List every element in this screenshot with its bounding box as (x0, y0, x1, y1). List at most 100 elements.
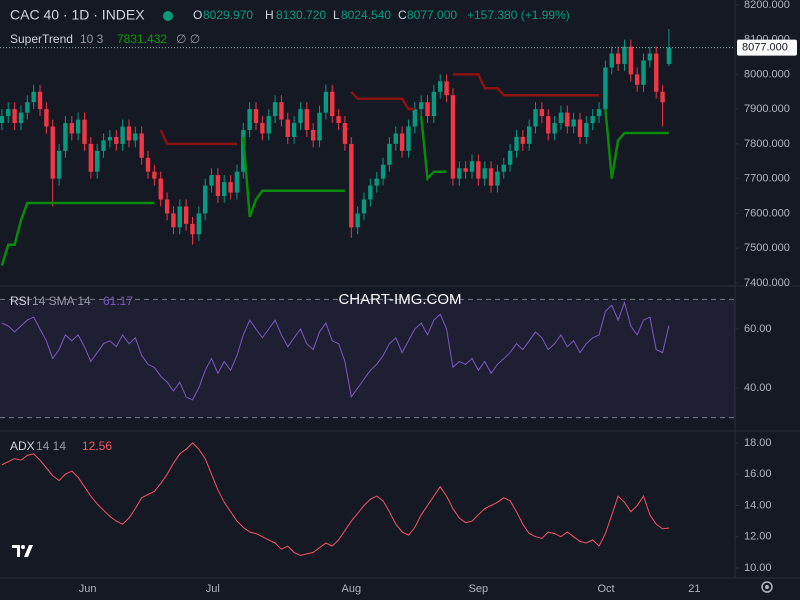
candle-body (546, 116, 551, 134)
candle-body (133, 133, 138, 141)
candle-body (202, 185, 208, 214)
candle-body (438, 81, 443, 92)
x-tick-label: 21 (688, 583, 700, 595)
y-tick-label: 8200.000 (744, 0, 790, 11)
adx-params: 14 14 (36, 439, 66, 453)
candle-body (330, 91, 335, 117)
candle-body (571, 119, 576, 127)
candle-body (6, 109, 11, 117)
x-tick-label: Oct (597, 583, 614, 595)
candle-body (450, 95, 456, 179)
adx-name: ADX (10, 439, 35, 453)
candle-body (94, 150, 100, 172)
candle-body (75, 119, 81, 134)
last-price-label: 8077.000 (742, 42, 788, 54)
rsi-name: RSI (10, 294, 30, 308)
status-dot (163, 11, 173, 21)
y-tick-label: 10.00 (744, 562, 772, 574)
x-tick-label: Jun (79, 583, 97, 595)
legend-value: 8029.970 (203, 8, 253, 22)
y-tick-label: 12.00 (744, 531, 772, 543)
candle-body (298, 109, 303, 124)
watermark: CHART-IMG.COM (338, 291, 461, 308)
candle-body (56, 150, 62, 179)
candle-body (444, 81, 449, 96)
candle-body (25, 102, 30, 113)
candle-body (355, 213, 360, 228)
candle-body (514, 136, 519, 151)
candle-body (495, 171, 500, 186)
candle-body (336, 116, 341, 124)
supertrend-down (159, 73, 600, 146)
rsi-value: 61.17 (103, 294, 133, 308)
indicator-name: SuperTrend (10, 32, 73, 46)
candle-body (253, 109, 259, 124)
candle-body (342, 123, 348, 144)
candle-body (469, 161, 475, 172)
candle-body (0, 116, 5, 124)
candle-body (18, 112, 24, 124)
candle-body (126, 126, 132, 141)
candle-body (615, 53, 621, 64)
y-tick-label: 7800.000 (744, 138, 790, 150)
candle-body (476, 161, 481, 179)
candle-body (164, 199, 170, 214)
y-tick-label: 60.00 (744, 323, 772, 335)
candle-body (285, 119, 290, 137)
plot-layer (0, 28, 735, 557)
candle-body (628, 46, 634, 75)
candle-body (374, 178, 379, 186)
candle-body (260, 123, 265, 134)
candle-body (603, 67, 608, 110)
candle-body (418, 102, 424, 110)
legend-key: L (333, 8, 340, 22)
y-tick-label: 16.00 (744, 468, 772, 480)
candle-body (361, 199, 367, 214)
candle-body (609, 53, 614, 68)
candle-body (565, 112, 570, 127)
candle-body (266, 116, 271, 134)
candle-body (37, 91, 43, 110)
legend-value: 8077.000 (407, 8, 457, 22)
candle-body (323, 91, 329, 113)
candle-body (393, 133, 398, 144)
y-tick-label: 7600.000 (744, 207, 790, 219)
adx-value: 12.56 (82, 439, 112, 453)
candle-body (425, 102, 430, 117)
rsi-params: 14 SMA 14 (32, 294, 91, 308)
candle-body (654, 53, 659, 92)
candle-body (31, 91, 36, 103)
candle-body (88, 143, 94, 172)
indicator-params: 10 3 (80, 32, 104, 46)
band-fill (0, 299, 735, 418)
candle-body (120, 126, 125, 144)
indicator-flags: ∅ ∅ (176, 32, 200, 46)
candle-body (291, 123, 297, 137)
candle-body (50, 126, 55, 179)
candle-body (183, 206, 189, 224)
y-tick-label: 18.00 (744, 437, 772, 449)
x-tick-label: Sep (469, 583, 489, 595)
candle-body (310, 129, 316, 141)
indicator-line (1, 442, 669, 557)
candle-body (228, 182, 233, 193)
candle-body (44, 109, 49, 127)
candle-body (158, 178, 163, 200)
candle-body (482, 168, 487, 179)
candle-body (526, 126, 532, 144)
settings-icon[interactable] (761, 581, 773, 593)
legend-key: C (398, 8, 407, 22)
candle-body (279, 102, 284, 120)
candle-body (520, 136, 526, 144)
y-tick-label: 40.00 (744, 382, 772, 394)
y-tick-label: 7900.000 (744, 103, 790, 115)
candle-body (463, 168, 468, 172)
candle-body (107, 136, 113, 141)
candle-body (596, 109, 602, 117)
x-tick-label: Aug (342, 583, 362, 595)
candle-body (209, 175, 214, 186)
candle-body (101, 140, 106, 151)
legend-key: H (265, 8, 274, 22)
